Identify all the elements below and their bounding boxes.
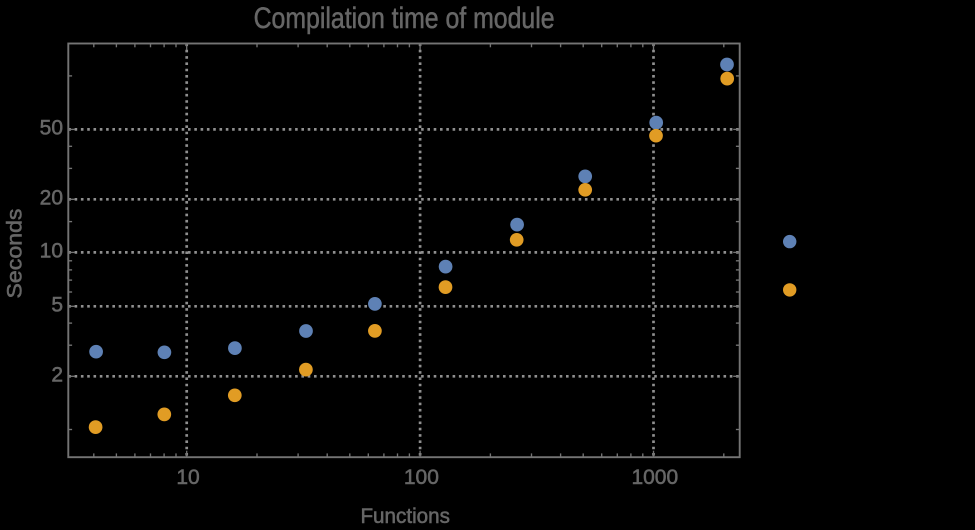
svg-text:5: 5 (51, 294, 63, 317)
svg-text:10: 10 (40, 240, 63, 263)
svg-text:2: 2 (51, 364, 63, 387)
svg-text:10: 10 (176, 466, 199, 489)
svg-text:50: 50 (40, 117, 63, 140)
svg-text:1000: 1000 (631, 466, 678, 489)
svg-text:Seconds: Seconds (4, 209, 27, 299)
svg-text:Functions: Functions (360, 505, 450, 525)
svg-text:100: 100 (404, 466, 439, 489)
svg-text:Compilation time of module: Compilation time of module (254, 2, 555, 35)
svg-text:20: 20 (40, 187, 63, 210)
